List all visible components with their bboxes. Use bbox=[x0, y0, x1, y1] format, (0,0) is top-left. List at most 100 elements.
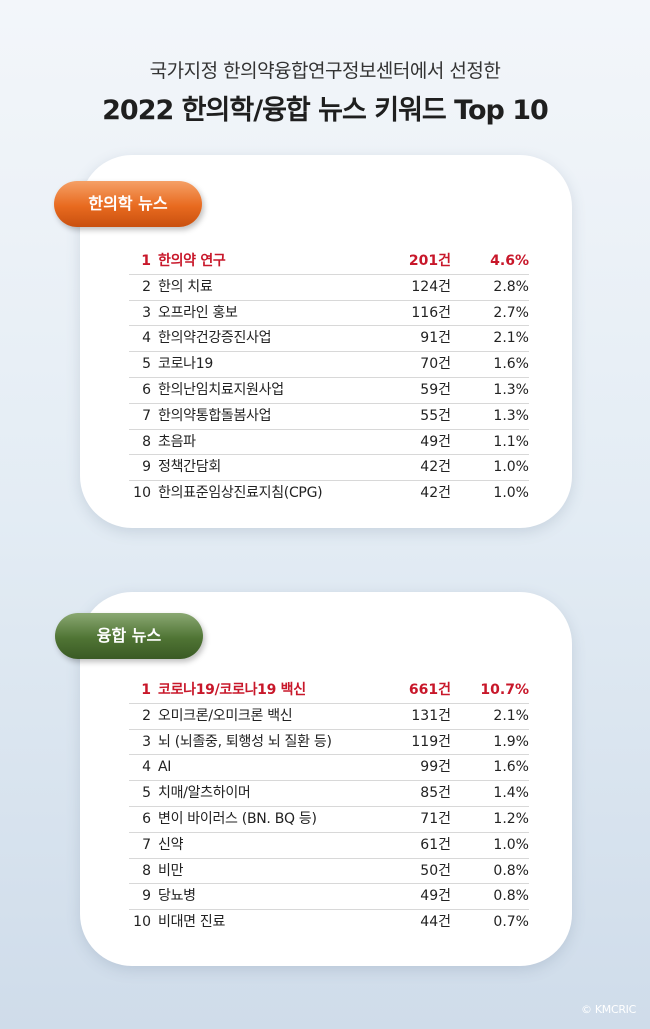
keyword-row: 5 코로나19 70건 1.6% bbox=[129, 352, 529, 378]
keyword-text: 비대면 진료 bbox=[158, 914, 226, 931]
keyword-rank: 8 bbox=[142, 433, 151, 450]
keyword-text: 뇌 (뇌졸중, 퇴행성 뇌 질환 등) bbox=[158, 733, 332, 750]
keyword-text: 한의약 연구 bbox=[158, 253, 226, 269]
keyword-percent: 4.6% bbox=[490, 253, 529, 269]
keyword-text: 신약 bbox=[158, 836, 184, 853]
keyword-text: 초음파 bbox=[158, 433, 196, 450]
keyword-rank: 3 bbox=[142, 733, 151, 750]
keyword-count: 59건 bbox=[420, 381, 451, 398]
keyword-percent: 0.8% bbox=[493, 888, 529, 905]
keyword-row: 3 뇌 (뇌졸중, 퇴행성 뇌 질환 등) 119건 1.9% bbox=[129, 730, 529, 756]
keyword-row: 4 한의약건강증진사업 91건 2.1% bbox=[129, 326, 529, 353]
keyword-percent: 1.2% bbox=[493, 810, 529, 827]
keyword-percent: 2.1% bbox=[493, 330, 529, 347]
keyword-rank: 3 bbox=[142, 304, 151, 321]
keyword-row: 10 비대면 진료 44건 0.7% bbox=[129, 910, 529, 936]
keyword-count: 116건 bbox=[411, 304, 451, 321]
keyword-count: 49건 bbox=[420, 888, 451, 905]
keyword-row: 7 신약 61건 1.0% bbox=[129, 833, 529, 859]
keyword-rank: 1 bbox=[141, 682, 151, 698]
keyword-rank: 5 bbox=[142, 785, 151, 802]
keyword-count: 124건 bbox=[411, 278, 451, 295]
korean-medicine-keyword-list: 1 한의약 연구 201건 4.6% 2 한의 치료 124건 2.8% 3 오프라인 홍보 116… bbox=[129, 249, 529, 507]
keyword-count: 44건 bbox=[420, 914, 451, 931]
keyword-percent: 0.7% bbox=[493, 914, 529, 931]
convergence-news-badge: 융합 뉴스 bbox=[55, 613, 203, 659]
keyword-percent: 2.8% bbox=[493, 278, 529, 295]
keyword-count: 661건 bbox=[408, 682, 451, 698]
keyword-text: 정책간담회 bbox=[158, 459, 221, 476]
keyword-count: 42건 bbox=[420, 459, 451, 476]
keyword-percent: 1.3% bbox=[493, 381, 529, 398]
korean-medicine-news-badge: 한의학 뉴스 bbox=[54, 181, 202, 227]
keyword-percent: 1.0% bbox=[493, 459, 529, 476]
keyword-count: 99건 bbox=[420, 759, 451, 776]
keyword-row: 8 초음파 49건 1.1% bbox=[129, 430, 529, 456]
keyword-count: 131건 bbox=[411, 707, 451, 724]
keyword-text: 오미크론/오미크론 백신 bbox=[158, 707, 293, 724]
keyword-rank: 6 bbox=[142, 810, 151, 827]
keyword-text: 코로나19 bbox=[158, 356, 213, 373]
keyword-row: 10 한의표준임상진료지침(CPG) 42건 1.0% bbox=[129, 481, 529, 507]
keyword-text: AI bbox=[158, 759, 172, 776]
keyword-rank: 10 bbox=[133, 914, 151, 931]
keyword-rank: 9 bbox=[142, 888, 151, 905]
keyword-percent: 2.7% bbox=[493, 304, 529, 321]
keyword-rank: 4 bbox=[142, 330, 151, 347]
keyword-percent: 1.6% bbox=[493, 759, 529, 776]
keyword-rank: 8 bbox=[142, 862, 151, 879]
keyword-row: 1 한의약 연구 201건 4.6% bbox=[129, 249, 529, 275]
keyword-rank: 2 bbox=[142, 278, 151, 295]
keyword-rank: 10 bbox=[133, 485, 151, 502]
keyword-percent: 1.6% bbox=[493, 356, 529, 373]
keyword-percent: 1.0% bbox=[493, 485, 529, 502]
keyword-text: 한의약통합돌봄사업 bbox=[158, 407, 272, 424]
keyword-text: 변이 바이러스 (BN. BQ 등) bbox=[158, 810, 317, 827]
keyword-text: 한의난임치료지원사업 bbox=[158, 381, 284, 398]
keyword-percent: 0.8% bbox=[493, 862, 529, 879]
keyword-text: 당뇨병 bbox=[158, 888, 196, 905]
keyword-row: 9 당뇨병 49건 0.8% bbox=[129, 884, 529, 911]
keyword-count: 42건 bbox=[420, 485, 451, 502]
keyword-row: 4 AI 99건 1.6% bbox=[129, 755, 529, 782]
keyword-row: 6 변이 바이러스 (BN. BQ 등) 71건 1.2% bbox=[129, 807, 529, 833]
copyright-credit: © KMCRIC bbox=[580, 1003, 636, 1016]
keyword-count: 201건 bbox=[408, 253, 451, 269]
keyword-rank: 7 bbox=[142, 407, 151, 424]
keyword-row: 8 비만 50건 0.8% bbox=[129, 859, 529, 885]
keyword-percent: 1.3% bbox=[493, 407, 529, 424]
keyword-percent: 10.7% bbox=[480, 682, 529, 698]
keyword-row: 7 한의약통합돌봄사업 55건 1.3% bbox=[129, 404, 529, 430]
keyword-row: 1 코로나19/코로나19 백신 661건 10.7% bbox=[129, 678, 529, 704]
page-title: 2022 한의학/융합 뉴스 키워드 Top 10 bbox=[102, 95, 549, 126]
keyword-count: 119건 bbox=[411, 733, 451, 750]
keyword-row: 2 오미크론/오미크론 백신 131건 2.1% bbox=[129, 704, 529, 730]
keyword-text: 코로나19/코로나19 백신 bbox=[158, 682, 306, 698]
keyword-rank: 2 bbox=[142, 707, 151, 724]
keyword-text: 한의 치료 bbox=[158, 278, 213, 295]
keyword-text: 한의표준임상진료지침(CPG) bbox=[158, 485, 323, 502]
keyword-percent: 1.0% bbox=[493, 836, 529, 853]
keyword-rank: 4 bbox=[142, 759, 151, 776]
keyword-count: 71건 bbox=[420, 810, 451, 827]
keyword-row: 6 한의난임치료지원사업 59건 1.3% bbox=[129, 378, 529, 404]
page-subtitle: 국가지정 한의약융합연구정보센터에서 선정한 bbox=[149, 60, 501, 82]
keyword-count: 85건 bbox=[420, 785, 451, 802]
keyword-rank: 1 bbox=[141, 253, 151, 269]
keyword-percent: 1.9% bbox=[493, 733, 529, 750]
keyword-rank: 7 bbox=[142, 836, 151, 853]
keyword-row: 5 치매/알츠하이머 85건 1.4% bbox=[129, 781, 529, 807]
keyword-text: 한의약건강증진사업 bbox=[158, 330, 272, 347]
keyword-text: 치매/알츠하이머 bbox=[158, 785, 251, 802]
keyword-percent: 1.4% bbox=[493, 785, 529, 802]
keyword-text: 비만 bbox=[158, 862, 184, 879]
keyword-count: 49건 bbox=[420, 433, 451, 450]
keyword-rank: 6 bbox=[142, 381, 151, 398]
keyword-count: 61건 bbox=[420, 836, 451, 853]
convergence-keyword-list: 1 코로나19/코로나19 백신 661건 10.7% 2 오미크론/오미크론 백신 131… bbox=[129, 678, 529, 936]
keyword-row: 9 정책간담회 42건 1.0% bbox=[129, 455, 529, 482]
keyword-count: 50건 bbox=[420, 862, 451, 879]
keyword-count: 55건 bbox=[420, 407, 451, 424]
keyword-rank: 9 bbox=[142, 459, 151, 476]
keyword-count: 91건 bbox=[420, 330, 451, 347]
